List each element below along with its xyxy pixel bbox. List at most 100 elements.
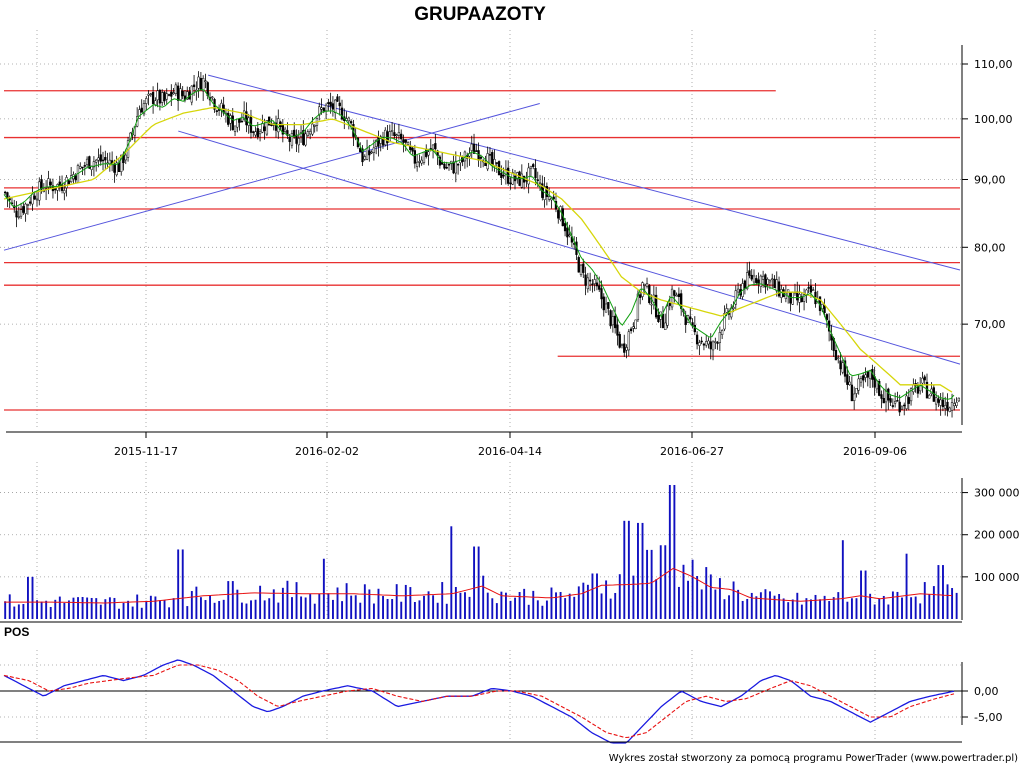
candle-body bbox=[283, 128, 287, 132]
volume-bar bbox=[536, 600, 539, 619]
volume-bar bbox=[564, 598, 567, 619]
candle-body bbox=[170, 91, 173, 97]
candle-body bbox=[338, 102, 341, 107]
candle-body bbox=[441, 162, 444, 165]
volume-bar bbox=[823, 595, 826, 619]
volume-bar bbox=[800, 604, 803, 619]
volume-y-tick-label: 300 000 bbox=[974, 487, 1020, 500]
volume-bar bbox=[759, 592, 762, 619]
volume-bar bbox=[8, 594, 11, 619]
volume-bar bbox=[769, 591, 771, 619]
candle-body bbox=[643, 283, 646, 286]
candle-body bbox=[591, 283, 594, 286]
volume-bar bbox=[723, 599, 726, 619]
volume-bar bbox=[596, 573, 598, 619]
pos-panel-label: POS bbox=[4, 625, 29, 639]
volume-bar bbox=[482, 575, 485, 619]
candle-body bbox=[83, 165, 86, 167]
candle-body bbox=[714, 341, 717, 343]
candle-body bbox=[393, 132, 396, 137]
volume-bar bbox=[796, 592, 799, 619]
volume-bar bbox=[946, 584, 949, 619]
volume-bar bbox=[691, 559, 694, 619]
volume-bar bbox=[955, 592, 958, 619]
candle-body bbox=[593, 279, 596, 284]
volume-bar bbox=[313, 603, 316, 619]
candle-body bbox=[81, 166, 84, 169]
candle-body bbox=[340, 107, 344, 120]
candle-body bbox=[79, 166, 82, 169]
volume-bar bbox=[527, 604, 530, 619]
volume-bar bbox=[168, 607, 171, 619]
candle-body bbox=[293, 129, 296, 137]
volume-bar bbox=[573, 596, 576, 619]
candle-body bbox=[691, 322, 694, 326]
candle-body bbox=[17, 216, 20, 218]
volume-bar bbox=[791, 599, 794, 619]
volume-bar bbox=[682, 564, 685, 619]
candle-body bbox=[484, 162, 487, 167]
volume-bar bbox=[327, 593, 330, 619]
volume-bar bbox=[923, 582, 926, 619]
volume-bar bbox=[149, 595, 152, 619]
volume-bar bbox=[418, 600, 421, 619]
candle-body bbox=[547, 196, 551, 200]
candle-body bbox=[905, 395, 908, 409]
candle-body bbox=[532, 164, 535, 167]
candle-body bbox=[634, 319, 637, 330]
volume-bar bbox=[22, 604, 25, 619]
candle-body bbox=[857, 378, 860, 391]
volume-bar bbox=[4, 601, 7, 619]
candle-body bbox=[775, 279, 778, 292]
candle-body bbox=[108, 159, 111, 164]
candle-body bbox=[406, 142, 410, 145]
volume-bar bbox=[750, 592, 753, 619]
candle-body bbox=[896, 400, 899, 402]
candle-body bbox=[24, 203, 27, 214]
volume-bar bbox=[181, 549, 184, 619]
candle-body bbox=[791, 291, 794, 305]
candle-body bbox=[707, 340, 710, 345]
volume-bar bbox=[878, 598, 881, 619]
candle-body bbox=[538, 182, 542, 185]
volume-bar bbox=[618, 574, 621, 619]
candle-body bbox=[568, 234, 571, 237]
candle-body bbox=[750, 274, 753, 280]
candle-body bbox=[812, 289, 815, 292]
candle-body bbox=[88, 156, 91, 169]
volume-bar bbox=[591, 573, 594, 619]
candle-body bbox=[390, 130, 394, 132]
volume-bar bbox=[819, 599, 822, 619]
candle-body bbox=[698, 342, 701, 346]
candle-body bbox=[627, 331, 630, 351]
candle-body bbox=[147, 93, 150, 96]
candle-body bbox=[400, 133, 403, 140]
volume-bar bbox=[869, 593, 872, 619]
candle-body bbox=[140, 107, 143, 113]
volume-bar bbox=[154, 596, 157, 619]
x-tick-label: 2015-11-17 bbox=[114, 445, 178, 458]
candle-body bbox=[743, 280, 747, 289]
candle-body bbox=[620, 344, 624, 346]
price-y-tick-label: 80,00 bbox=[974, 241, 1006, 254]
candle-body bbox=[297, 138, 300, 146]
candle-body bbox=[233, 125, 237, 132]
candle-body bbox=[115, 162, 118, 176]
volume-bar bbox=[36, 600, 39, 619]
candle-body bbox=[445, 166, 448, 169]
candle-body bbox=[937, 398, 940, 403]
candle-body bbox=[834, 350, 838, 361]
volume-bar bbox=[705, 567, 708, 619]
volume-y-tick-label: 100 000 bbox=[974, 571, 1020, 584]
candle-body bbox=[853, 393, 856, 401]
volume-bar bbox=[236, 589, 239, 619]
volume-bar bbox=[873, 604, 876, 619]
candle-body bbox=[195, 89, 198, 92]
volume-average-line bbox=[4, 567, 953, 604]
volume-bar bbox=[245, 603, 248, 619]
candle-body bbox=[868, 370, 872, 380]
volume-y-tick-label: 200 000 bbox=[974, 529, 1020, 542]
candle-body bbox=[766, 278, 769, 285]
volume-bar bbox=[99, 604, 102, 619]
